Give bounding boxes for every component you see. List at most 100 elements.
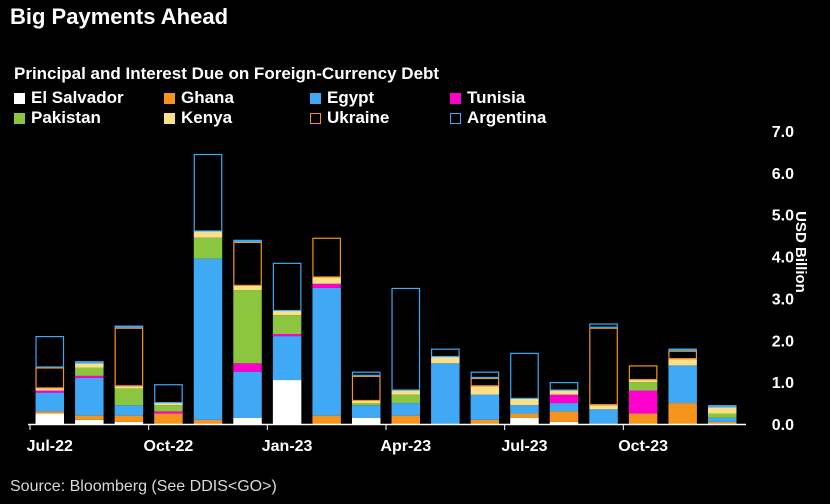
bar-sep-22-kenya xyxy=(114,386,144,389)
bar-aug-22-argentina xyxy=(74,361,104,364)
bar-mar-23-egypt xyxy=(351,405,381,418)
bar-apr-23-argentina xyxy=(391,287,421,391)
y-tick-label: 1.0 xyxy=(772,375,794,392)
legend-swatch-ghana xyxy=(164,92,175,104)
bar-oct-23-pakistan xyxy=(628,382,658,391)
bar-dec-23-argentina xyxy=(707,405,737,408)
bar-jan-23-pakistan xyxy=(272,315,302,335)
bar-sep-23-egypt xyxy=(589,409,618,424)
y-tick-label: 5.0 xyxy=(772,208,794,225)
bar-sep-22-ghana xyxy=(114,415,144,422)
bar-oct-22-argentina xyxy=(154,384,183,404)
x-tick-label: Jan-23 xyxy=(262,438,313,455)
bar-feb-23-tunisia xyxy=(312,283,341,288)
bar-jan-23-egypt xyxy=(272,336,302,381)
y-tick-label: 3.0 xyxy=(772,291,794,308)
bar-mar-23-argentina xyxy=(351,371,381,376)
bar-jul-22-tunisia xyxy=(35,390,65,393)
bar-aug-22-tunisia xyxy=(75,375,104,378)
bar-aug-22-el-salvador xyxy=(75,419,104,424)
bar-nov-22-ghana xyxy=(193,419,223,424)
legend-label-argentina: Argentina xyxy=(467,108,547,127)
bar-jul-23-kenya xyxy=(510,398,539,406)
bar-nov-22-kenya xyxy=(193,231,223,238)
bar-jul-22-el-salvador xyxy=(35,413,65,424)
x-tick-label: Apr-23 xyxy=(380,438,431,455)
legend-label-kenya: Kenya xyxy=(181,108,233,127)
bar-sep-22-ukraine xyxy=(114,327,144,387)
bar-mar-23-kenya xyxy=(351,400,381,404)
bar-dec-22-pakistan xyxy=(233,290,262,364)
bar-dec-22-kenya xyxy=(233,285,262,291)
bar-dec-23-pakistan xyxy=(707,413,737,418)
legend-item-ghana: Ghana xyxy=(164,88,234,108)
x-tick-label: Oct-23 xyxy=(618,438,668,455)
bar-may-23-egypt xyxy=(431,363,460,424)
bar-aug-23-egypt xyxy=(549,403,579,412)
legend-label-egypt: Egypt xyxy=(327,88,375,107)
bar-jul-22-ghana xyxy=(35,411,65,414)
bar-aug-22-kenya xyxy=(75,363,104,368)
bar-sep-22-argentina xyxy=(114,325,144,328)
bar-dec-23-egypt xyxy=(707,417,737,422)
bar-nov-23-egypt xyxy=(668,365,697,404)
legend-swatch-pakistan xyxy=(14,112,25,124)
bar-jul-23-ghana xyxy=(510,413,539,418)
source-note: Source: Bloomberg (See DDIS<GO>) xyxy=(10,478,277,495)
bar-may-23-argentina xyxy=(430,348,460,358)
bar-aug-22-egypt xyxy=(75,377,104,416)
bar-dec-23-ghana xyxy=(707,421,737,424)
bar-feb-23-ukraine xyxy=(312,237,342,278)
legend-label-ghana: Ghana xyxy=(181,88,234,107)
bar-jan-23-kenya xyxy=(272,310,302,316)
bar-mar-23-el-salvador xyxy=(351,417,381,424)
bar-oct-22-ghana xyxy=(154,413,183,424)
bar-nov-22-pakistan xyxy=(193,237,223,259)
legend-label-tunisia: Tunisia xyxy=(467,88,526,107)
chart-title: Big Payments Ahead xyxy=(10,4,229,29)
bar-dec-22-egypt xyxy=(233,371,262,418)
legend-swatch-argentina xyxy=(450,112,461,124)
bar-oct-23-ghana xyxy=(628,413,658,424)
bar-sep-22-egypt xyxy=(114,405,144,416)
bar-feb-23-kenya xyxy=(312,277,341,284)
bar-feb-23-ghana xyxy=(312,415,341,424)
bar-jul-23-el-salvador xyxy=(510,417,539,424)
bar-aug-23-tunisia xyxy=(549,394,579,404)
bar-apr-23-egypt xyxy=(391,403,421,416)
legend-item-argentina: Argentina xyxy=(450,108,546,128)
bar-nov-23-ukraine xyxy=(668,350,698,360)
bar-feb-23-egypt xyxy=(312,287,341,416)
legend-item-kenya: Kenya xyxy=(164,108,232,128)
y-tick-label: 6.0 xyxy=(772,166,794,183)
x-tick-label: Jul-23 xyxy=(501,438,547,455)
legend-item-egypt: Egypt xyxy=(310,88,374,108)
legend-label-ukraine: Ukraine xyxy=(327,108,390,127)
bar-aug-22-ghana xyxy=(75,415,104,420)
bar-apr-23-kenya xyxy=(391,390,421,395)
bar-aug-23-argentina xyxy=(549,382,579,391)
bar-nov-23-kenya xyxy=(668,359,697,366)
bar-sep-22-el-salvador xyxy=(114,421,144,424)
x-tick-label: Oct-22 xyxy=(144,438,194,455)
x-tick-label: Jul-22 xyxy=(27,438,73,455)
bar-jun-23-ukraine xyxy=(470,377,500,387)
bar-oct-23-kenya xyxy=(628,380,658,383)
legend-swatch-tunisia xyxy=(450,92,461,104)
legend-item-ukraine: Ukraine xyxy=(310,108,389,128)
bar-dec-22-tunisia xyxy=(233,363,262,372)
bar-oct-22-pakistan xyxy=(154,405,183,412)
bar-dec-23-kenya xyxy=(707,407,737,414)
bar-aug-23-kenya xyxy=(549,390,579,395)
bar-jan-23-argentina xyxy=(272,262,302,312)
y-tick-label: 0.0 xyxy=(772,417,794,434)
bar-dec-22-argentina xyxy=(233,239,262,243)
bar-may-23-kenya xyxy=(431,357,460,364)
bar-oct-22-tunisia xyxy=(154,411,183,414)
bar-jan-23-tunisia xyxy=(272,334,302,337)
legend-item-pakistan: Pakistan xyxy=(14,108,101,128)
legend-item-el-salvador: El Salvador xyxy=(14,88,124,108)
bar-nov-22-egypt xyxy=(193,258,223,420)
bar-jan-23-el-salvador xyxy=(272,380,302,424)
